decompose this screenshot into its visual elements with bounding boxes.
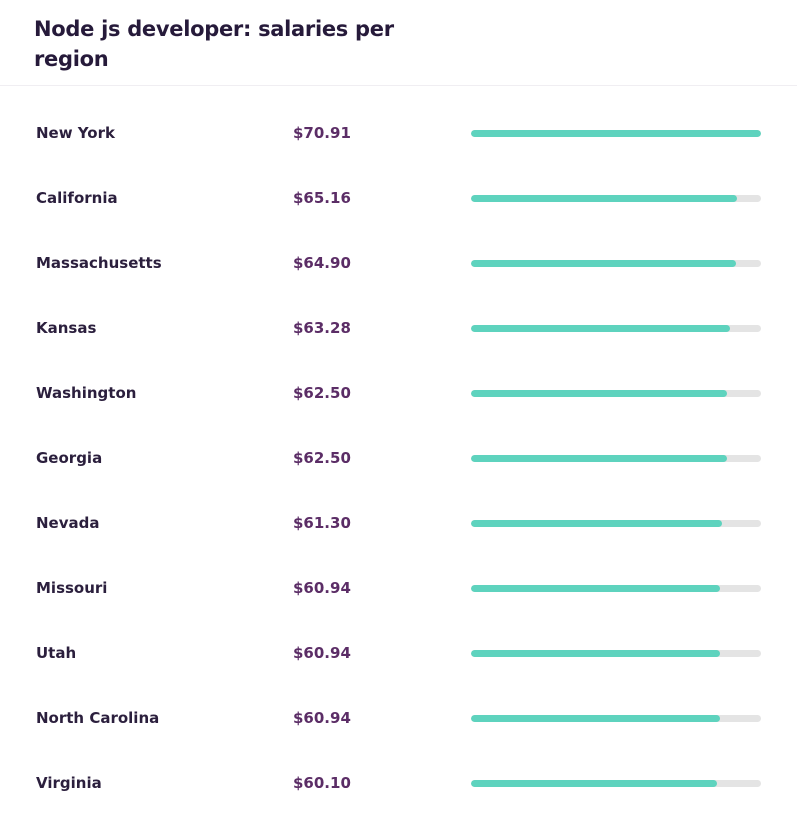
salary-value: $60.94 xyxy=(293,579,351,597)
salary-value: $60.10 xyxy=(293,774,351,792)
bar-fill xyxy=(471,780,717,787)
region-label: Massachusetts xyxy=(36,254,162,272)
region-label: North Carolina xyxy=(36,709,160,727)
salary-row: North Carolina $60.94 xyxy=(0,703,797,733)
bar-track xyxy=(471,260,761,267)
salary-row: Massachusetts $64.90 xyxy=(0,248,797,278)
salary-value: $62.50 xyxy=(293,449,351,467)
salary-value: $60.94 xyxy=(293,644,351,662)
bar-fill xyxy=(471,650,721,657)
region-label: Washington xyxy=(36,384,137,402)
bar-track xyxy=(471,130,761,137)
divider xyxy=(0,85,797,86)
bar-fill xyxy=(471,520,722,527)
bar-fill xyxy=(471,585,721,592)
salary-row: New York $70.91 xyxy=(0,118,797,148)
salary-row: Georgia $62.50 xyxy=(0,443,797,473)
salary-value: $70.91 xyxy=(293,124,351,142)
salary-value: $61.30 xyxy=(293,514,351,532)
bar-track xyxy=(471,585,761,592)
bar-fill xyxy=(471,260,737,267)
salary-row: Missouri $60.94 xyxy=(0,573,797,603)
region-label: Kansas xyxy=(36,319,97,337)
bar-fill xyxy=(471,390,727,397)
salary-row: Utah $60.94 xyxy=(0,638,797,668)
bar-track xyxy=(471,195,761,202)
salary-row: Virginia $60.10 xyxy=(0,768,797,798)
bar-track xyxy=(471,390,761,397)
bar-track xyxy=(471,520,761,527)
bar-fill xyxy=(471,455,727,462)
salary-row: Kansas $63.28 xyxy=(0,313,797,343)
region-label: Utah xyxy=(36,644,77,662)
bar-fill xyxy=(471,130,761,137)
region-label: Nevada xyxy=(36,514,100,532)
bar-track xyxy=(471,325,761,332)
bar-track xyxy=(471,780,761,787)
salary-row: Nevada $61.30 xyxy=(0,508,797,538)
chart-title: Node js developer: salaries per region xyxy=(34,17,394,71)
bar-track xyxy=(471,455,761,462)
bar-fill xyxy=(471,195,738,202)
region-label: Missouri xyxy=(36,579,108,597)
bar-fill xyxy=(471,325,730,332)
region-label: Virginia xyxy=(36,774,102,792)
salary-row: California $65.16 xyxy=(0,183,797,213)
bar-track xyxy=(471,650,761,657)
salary-value: $60.94 xyxy=(293,709,351,727)
salary-value: $63.28 xyxy=(293,319,351,337)
salary-value: $62.50 xyxy=(293,384,351,402)
region-label: California xyxy=(36,189,118,207)
bar-fill xyxy=(471,715,721,722)
salary-value: $64.90 xyxy=(293,254,351,272)
bar-track xyxy=(471,715,761,722)
region-label: New York xyxy=(36,124,115,142)
salary-row: Washington $62.50 xyxy=(0,378,797,408)
salary-value: $65.16 xyxy=(293,189,351,207)
region-label: Georgia xyxy=(36,449,103,467)
